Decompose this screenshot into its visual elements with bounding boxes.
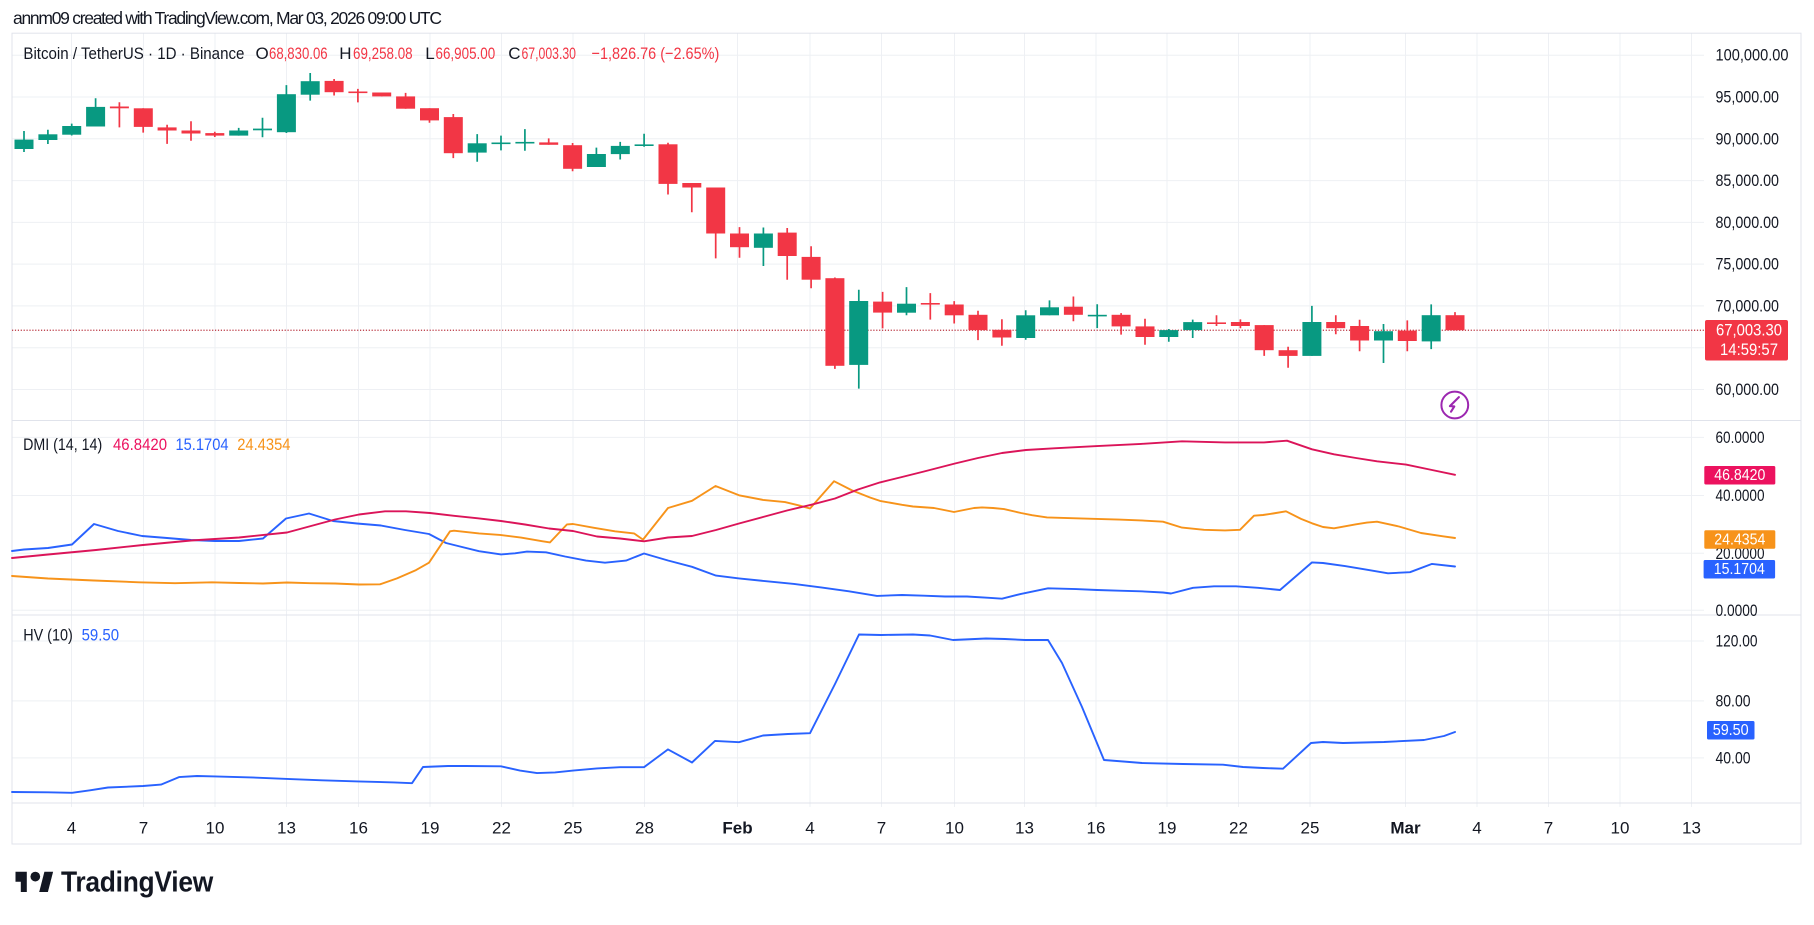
svg-text:Bitcoin / TetherUS · 1D · Bina: Bitcoin / TetherUS · 1D · Binance	[23, 44, 244, 63]
svg-text:16: 16	[349, 819, 368, 838]
svg-text:−1,826.76 (−2.65%): −1,826.76 (−2.65%)	[592, 44, 720, 63]
svg-text:16: 16	[1087, 819, 1106, 838]
svg-text:Feb: Feb	[722, 819, 752, 838]
svg-text:24.4354: 24.4354	[237, 435, 290, 454]
svg-text:69,258.08: 69,258.08	[353, 44, 413, 63]
svg-text:60.0000: 60.0000	[1716, 428, 1765, 447]
svg-text:4: 4	[1472, 819, 1481, 838]
svg-text:Mar: Mar	[1390, 819, 1421, 838]
svg-text:59.50: 59.50	[1713, 722, 1749, 739]
svg-text:25: 25	[1301, 819, 1320, 838]
svg-text:80,000.00: 80,000.00	[1716, 213, 1780, 232]
svg-text:19: 19	[421, 819, 440, 838]
svg-text:C: C	[508, 44, 520, 63]
svg-text:25: 25	[564, 819, 583, 838]
svg-text:DMI (14, 14): DMI (14, 14)	[23, 435, 102, 454]
svg-text:7: 7	[1544, 819, 1553, 838]
svg-text:67,003.30: 67,003.30	[1716, 321, 1782, 339]
svg-text:10: 10	[1611, 819, 1630, 838]
svg-text:10: 10	[206, 819, 225, 838]
svg-text:HV (10): HV (10)	[23, 625, 73, 644]
svg-text:0.0000: 0.0000	[1716, 601, 1758, 620]
svg-text:120.00: 120.00	[1716, 632, 1758, 651]
svg-text:L: L	[425, 44, 434, 63]
svg-text:40.0000: 40.0000	[1716, 486, 1765, 505]
svg-text:15.1704: 15.1704	[1714, 561, 1765, 578]
svg-text:68,830.06: 68,830.06	[269, 44, 328, 63]
svg-text:85,000.00: 85,000.00	[1716, 171, 1780, 190]
svg-text:14:59:57: 14:59:57	[1720, 341, 1778, 359]
svg-text:4: 4	[805, 819, 814, 838]
svg-text:19: 19	[1158, 819, 1177, 838]
svg-text:7: 7	[139, 819, 148, 838]
svg-text:46.8420: 46.8420	[1714, 467, 1765, 484]
svg-text:annm09 created with TradingVie: annm09 created with TradingView.com, Mar…	[13, 8, 442, 28]
svg-text:28: 28	[635, 819, 654, 838]
svg-text:22: 22	[1229, 819, 1248, 838]
svg-text:90,000.00: 90,000.00	[1716, 129, 1780, 148]
svg-text:24.4354: 24.4354	[1714, 531, 1765, 548]
svg-text:TradingView: TradingView	[61, 867, 214, 899]
svg-text:O: O	[256, 44, 269, 63]
svg-text:15.1704: 15.1704	[176, 435, 229, 454]
svg-text:13: 13	[277, 819, 296, 838]
svg-text:13: 13	[1682, 819, 1701, 838]
svg-text:66,905.00: 66,905.00	[436, 44, 496, 63]
svg-text:67,003.30: 67,003.30	[522, 44, 577, 63]
svg-text:70,000.00: 70,000.00	[1716, 296, 1780, 315]
svg-text:13: 13	[1015, 819, 1034, 838]
svg-text:75,000.00: 75,000.00	[1716, 255, 1780, 274]
svg-text:22: 22	[492, 819, 511, 838]
svg-text:4: 4	[67, 819, 76, 838]
svg-text:10: 10	[945, 819, 964, 838]
svg-text:7: 7	[877, 819, 886, 838]
svg-text:40.00: 40.00	[1716, 748, 1751, 767]
svg-text:59.50: 59.50	[82, 625, 120, 644]
svg-text:46.8420: 46.8420	[113, 435, 167, 454]
svg-text:60,000.00: 60,000.00	[1716, 380, 1780, 399]
svg-text:95,000.00: 95,000.00	[1716, 88, 1780, 107]
svg-text:100,000.00: 100,000.00	[1716, 46, 1789, 65]
svg-text:80.00: 80.00	[1716, 691, 1751, 710]
svg-text:H: H	[339, 44, 351, 63]
